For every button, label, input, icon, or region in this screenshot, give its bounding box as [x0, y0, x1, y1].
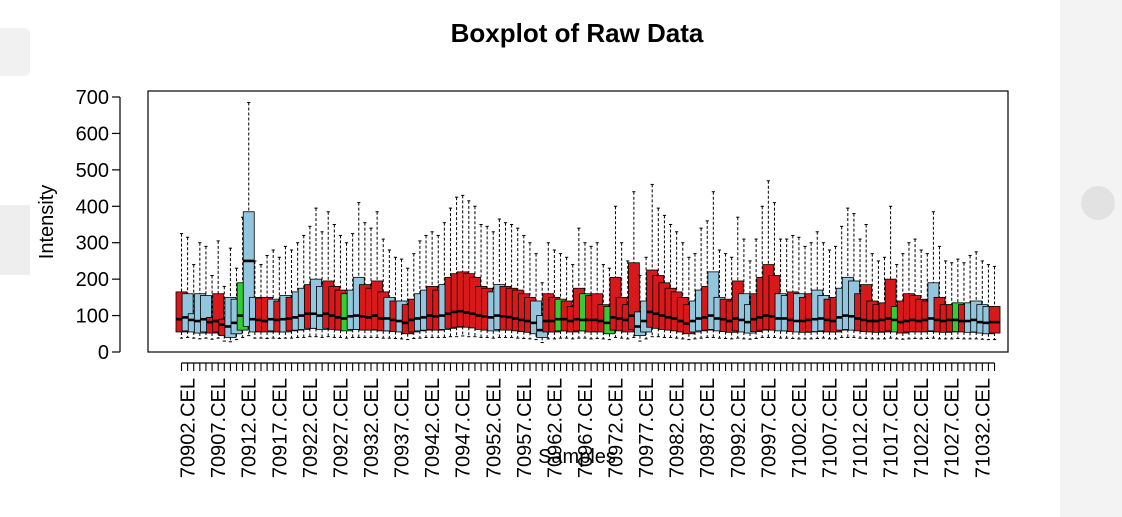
box-item	[737, 238, 750, 340]
chart-title: Boxplot of Raw Data	[451, 18, 704, 48]
x-tick-label: 71022.CEL	[911, 378, 933, 478]
x-tick-label: 70972.CEL	[606, 378, 628, 478]
x-axis-label: Samples	[538, 446, 616, 468]
x-tick-label: 70907.CEL	[208, 378, 230, 478]
x-tick-label: 70937.CEL	[392, 378, 414, 478]
y-axis-label: Intensity	[36, 185, 58, 259]
y-tick-label: 700	[76, 87, 109, 109]
x-tick-label: 71002.CEL	[789, 378, 811, 478]
background-panel-left-middle	[0, 205, 30, 275]
x-tick-label: 70947.CEL	[453, 378, 475, 478]
x-tick-label: 71027.CEL	[942, 378, 964, 478]
x-tick-label: 70957.CEL	[514, 378, 536, 478]
box-item	[701, 220, 714, 338]
box-body	[884, 278, 897, 332]
x-tick-label: 70977.CEL	[636, 378, 658, 478]
x-axis: 70902.CEL 70907.CEL 70912.CEL 70917.CEL 7092…	[178, 362, 996, 478]
box-series	[175, 101, 1001, 344]
y-tick-label: 0	[98, 342, 109, 364]
x-tick-label: 70962.CEL	[544, 378, 566, 478]
box-body	[988, 306, 1001, 334]
x-tick-label: 71032.CEL	[972, 378, 994, 478]
box-body	[627, 262, 640, 330]
x-tick-label: 70902.CEL	[178, 378, 200, 478]
x-tick-label: 70942.CEL	[422, 378, 444, 478]
box-item	[401, 267, 414, 341]
x-tick-label: 70912.CEL	[239, 378, 261, 478]
y-tick-label: 400	[76, 196, 109, 218]
x-tick-label: 70922.CEL	[300, 378, 322, 478]
y-tick-label: 100	[76, 306, 109, 328]
x-tick-label: 70982.CEL	[667, 378, 689, 478]
plot-frame	[147, 90, 1009, 353]
x-tick-label: 70932.CEL	[361, 378, 383, 478]
x-tick-label: 70927.CEL	[330, 378, 352, 478]
box-item	[505, 224, 518, 338]
x-tick-label: 71012.CEL	[850, 378, 872, 478]
background-panel-left-top	[0, 28, 30, 76]
y-axis: 0 100 200 300 400 500 600 700	[76, 87, 121, 364]
box-item	[334, 234, 347, 338]
y-tick-label: 300	[76, 233, 109, 255]
box-body	[212, 293, 225, 333]
x-tick-label: 70952.CEL	[483, 378, 505, 478]
box-body	[242, 211, 255, 327]
background-round-button	[1081, 186, 1115, 220]
x-tick-label: 70917.CEL	[269, 378, 291, 478]
x-tick-label: 70967.CEL	[575, 378, 597, 478]
box-item	[242, 101, 255, 337]
y-tick-label: 200	[76, 269, 109, 291]
x-tick-label: 70997.CEL	[758, 378, 780, 478]
x-tick-label: 70987.CEL	[697, 378, 719, 478]
box-body	[200, 295, 212, 333]
x-tick-label: 71007.CEL	[819, 378, 841, 478]
x-tick-label: 70992.CEL	[728, 378, 750, 478]
box-item	[988, 265, 1001, 341]
box-body	[181, 293, 194, 332]
box-item	[212, 240, 225, 339]
y-tick-label: 600	[76, 123, 109, 145]
background-panel-right	[1060, 0, 1122, 517]
x-tick-label: 71017.CEL	[881, 378, 903, 478]
y-tick-label: 500	[76, 160, 109, 182]
box-item	[615, 242, 628, 339]
